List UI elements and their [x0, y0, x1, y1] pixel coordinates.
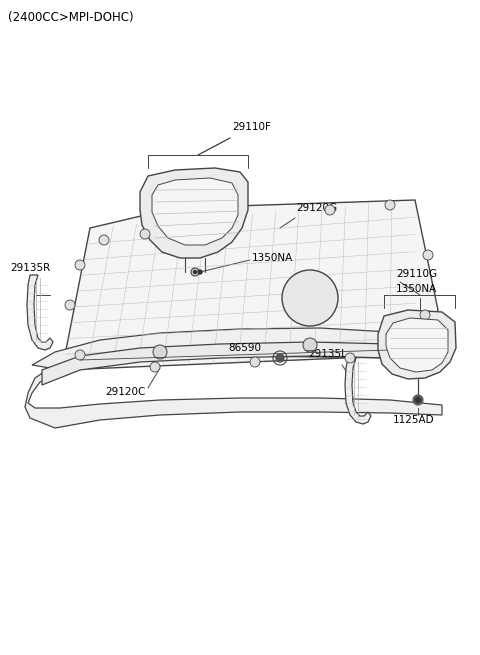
Text: 29110G: 29110G	[396, 269, 437, 279]
Polygon shape	[27, 275, 53, 350]
Polygon shape	[25, 328, 442, 428]
Polygon shape	[62, 200, 438, 370]
Circle shape	[75, 350, 85, 360]
Polygon shape	[386, 318, 448, 372]
Circle shape	[215, 220, 225, 230]
Circle shape	[198, 270, 202, 274]
Circle shape	[75, 260, 85, 270]
Circle shape	[413, 395, 423, 405]
Text: 86590: 86590	[228, 343, 261, 353]
Circle shape	[345, 353, 355, 363]
Circle shape	[140, 229, 150, 239]
Circle shape	[385, 200, 395, 210]
Text: 29120C: 29120C	[105, 387, 145, 397]
Circle shape	[193, 271, 196, 274]
Circle shape	[423, 250, 433, 260]
Circle shape	[99, 235, 109, 245]
Circle shape	[325, 205, 335, 215]
Text: 29135R: 29135R	[10, 263, 50, 273]
Circle shape	[65, 300, 75, 310]
Circle shape	[250, 357, 260, 367]
Circle shape	[303, 338, 317, 352]
Text: 29110F: 29110F	[232, 122, 271, 132]
Polygon shape	[42, 342, 442, 385]
Circle shape	[420, 310, 430, 320]
Circle shape	[150, 362, 160, 372]
Circle shape	[416, 398, 420, 402]
Polygon shape	[152, 178, 238, 245]
Text: 29135L: 29135L	[308, 349, 347, 359]
Text: 1125AD: 1125AD	[393, 415, 434, 425]
Text: 1350NA: 1350NA	[396, 284, 437, 294]
Circle shape	[282, 270, 338, 326]
Circle shape	[191, 268, 199, 276]
Text: (2400CC>MPI-DOHC): (2400CC>MPI-DOHC)	[8, 12, 133, 24]
Circle shape	[276, 354, 284, 362]
Polygon shape	[140, 168, 248, 258]
Text: 29120G: 29120G	[296, 203, 337, 213]
Text: 1350NA: 1350NA	[252, 253, 293, 263]
Circle shape	[415, 396, 421, 403]
Circle shape	[395, 343, 405, 353]
Polygon shape	[345, 358, 371, 424]
Circle shape	[153, 345, 167, 359]
Polygon shape	[378, 310, 456, 379]
